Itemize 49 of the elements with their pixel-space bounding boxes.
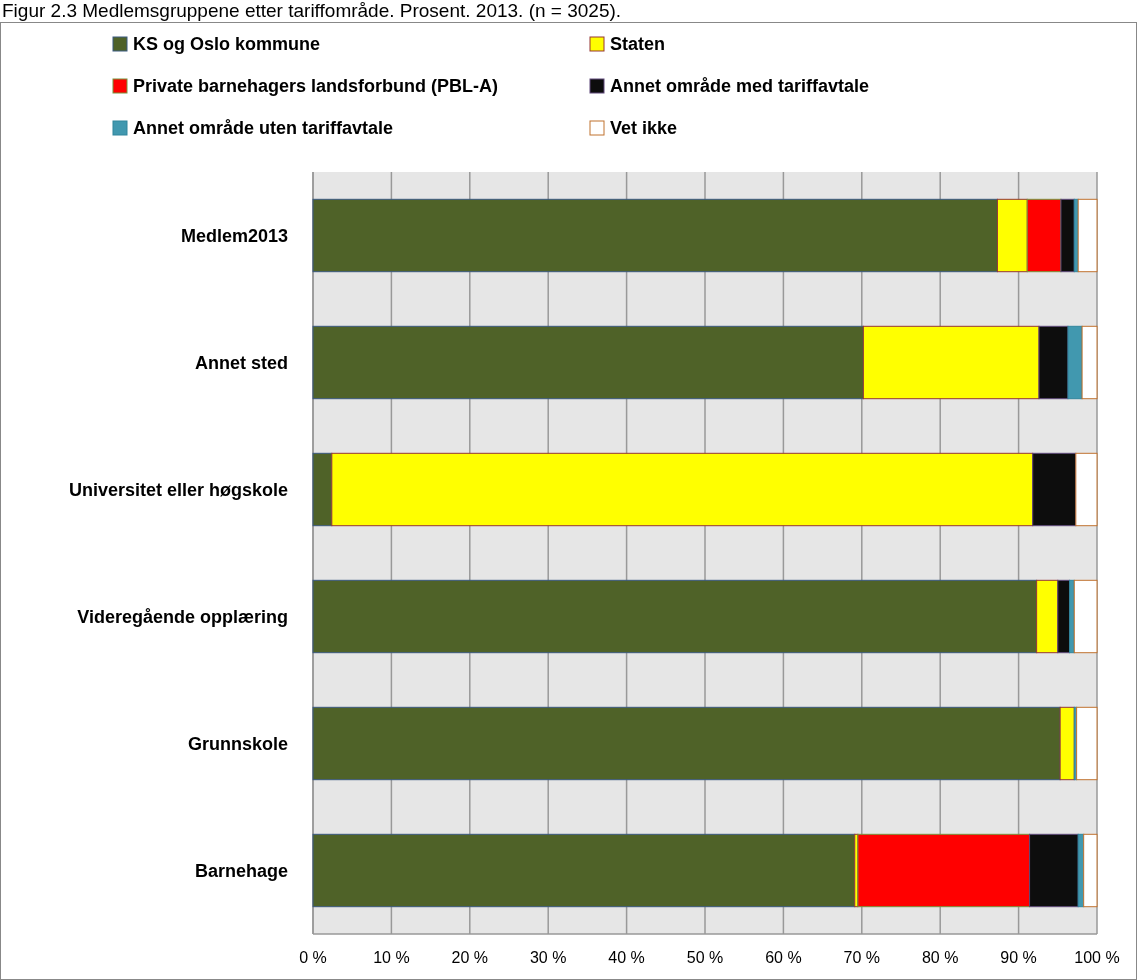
bar	[857, 833, 1031, 908]
bar	[1038, 325, 1069, 400]
x-tick-label: 20 %	[451, 949, 489, 966]
bar	[1057, 579, 1071, 654]
legend-label: Annet område med tariffavtale	[610, 76, 870, 96]
bar	[1060, 198, 1075, 273]
x-tick-label: 0 %	[299, 949, 327, 966]
bar	[1059, 706, 1075, 781]
bar	[312, 198, 998, 273]
bar	[312, 452, 333, 527]
legend-label: Annet område uten tariffavtale	[133, 118, 394, 138]
legend-label: Staten	[610, 34, 666, 54]
bar	[1083, 833, 1098, 908]
legend-label: KS og Oslo kommune	[133, 34, 321, 54]
x-tick-label: 50 %	[686, 949, 724, 966]
bar	[996, 198, 1028, 273]
bar	[312, 325, 864, 400]
x-tick-label: 30 %	[529, 949, 567, 966]
bar	[312, 706, 1061, 781]
bar	[1075, 452, 1098, 527]
legend-label: Vet ikke	[610, 118, 678, 138]
y-tick-label: Grunnskole	[187, 733, 288, 754]
bar	[862, 325, 1040, 400]
bar	[1067, 325, 1083, 400]
bar	[1076, 706, 1098, 781]
bar	[1036, 579, 1059, 654]
bar	[1081, 325, 1098, 400]
chart-title: Figur 2.3 Medlemsgruppene etter tariffområde. Prosent. 2013. (n = 3025).	[2, 0, 622, 21]
x-tick-label: 90 %	[1000, 949, 1037, 966]
x-tick-label: 60 %	[765, 949, 802, 966]
bar	[331, 452, 1034, 527]
y-tick-label: Annet sted	[194, 352, 288, 373]
y-tick-label: Universitet eller høgskole	[68, 479, 288, 500]
bar	[1077, 198, 1098, 273]
x-tick-label: 10 %	[373, 949, 410, 966]
x-tick-label: 70 %	[843, 949, 881, 966]
x-tick-label: 40 %	[608, 949, 645, 966]
x-tick-label: 80 %	[921, 949, 959, 966]
bar	[1032, 452, 1077, 527]
bar	[1073, 579, 1098, 654]
bar	[312, 579, 1038, 654]
bar	[312, 833, 856, 908]
y-tick-label: Medlem2013	[180, 225, 288, 246]
bar	[1029, 833, 1079, 908]
y-tick-label: Barnehage	[194, 860, 288, 881]
x-tick-label: 100 %	[1074, 949, 1120, 966]
bar	[1026, 198, 1062, 273]
y-tick-label: Videregående opplæring	[77, 606, 288, 627]
legend-label: Private barnehagers landsforbund (PBL-A)	[133, 76, 499, 96]
